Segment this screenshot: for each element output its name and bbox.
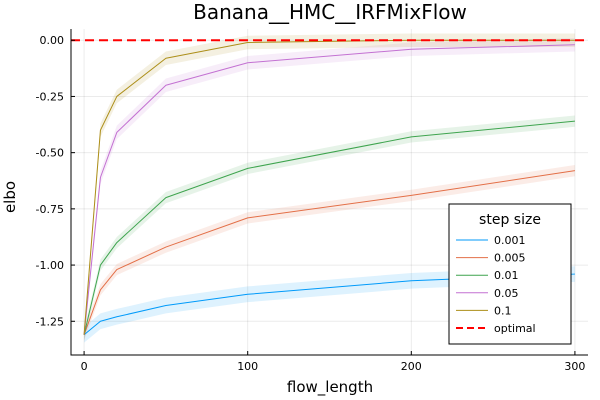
x-tick-label-0: 0 xyxy=(81,360,88,373)
x-tick-label-1: 100 xyxy=(237,360,258,373)
x-tick-label-3: 300 xyxy=(564,360,585,373)
legend-label-1: 0.005 xyxy=(494,252,526,265)
legend-label-2: 0.01 xyxy=(494,269,519,282)
y-tick-label-3: -0.75 xyxy=(36,203,64,216)
legend-label-4: 0.1 xyxy=(494,304,512,317)
line-series-2 xyxy=(83,120,575,335)
line-series-1 xyxy=(83,170,575,335)
legend-label-5: optimal xyxy=(494,322,536,335)
y-axis-label: elbo xyxy=(1,181,19,213)
y-tick-label-5: -1.25 xyxy=(36,315,64,328)
legend-label-0: 0.001 xyxy=(494,234,526,247)
y-tick-label-0: 0.00 xyxy=(40,34,65,47)
x-axis-label: flow_length xyxy=(287,378,373,397)
axis-frame xyxy=(70,29,588,356)
legend-box xyxy=(448,203,572,345)
axes xyxy=(70,29,588,356)
y-tick-label-1: -0.25 xyxy=(36,90,64,103)
legend: step size 0.001 0.005 0.01 0.05 0.1 optimal xyxy=(448,203,572,345)
legend-label-3: 0.05 xyxy=(494,287,519,300)
line-series-0 xyxy=(83,273,575,336)
tick-labels: 0 100 200 300 0.00 -0.25 -0.50 -0.75 -1.00 -1.25 xyxy=(36,34,586,373)
line-series-3 xyxy=(83,44,575,335)
legend-title: step size xyxy=(479,212,541,228)
x-tick-label-2: 200 xyxy=(401,360,422,373)
y-tick-label-2: -0.50 xyxy=(36,147,64,160)
chart-title: Banana__HMC__IRFMixFlow xyxy=(193,0,467,24)
y-tick-label-4: -1.00 xyxy=(36,259,64,272)
band-series-1 xyxy=(84,165,575,341)
